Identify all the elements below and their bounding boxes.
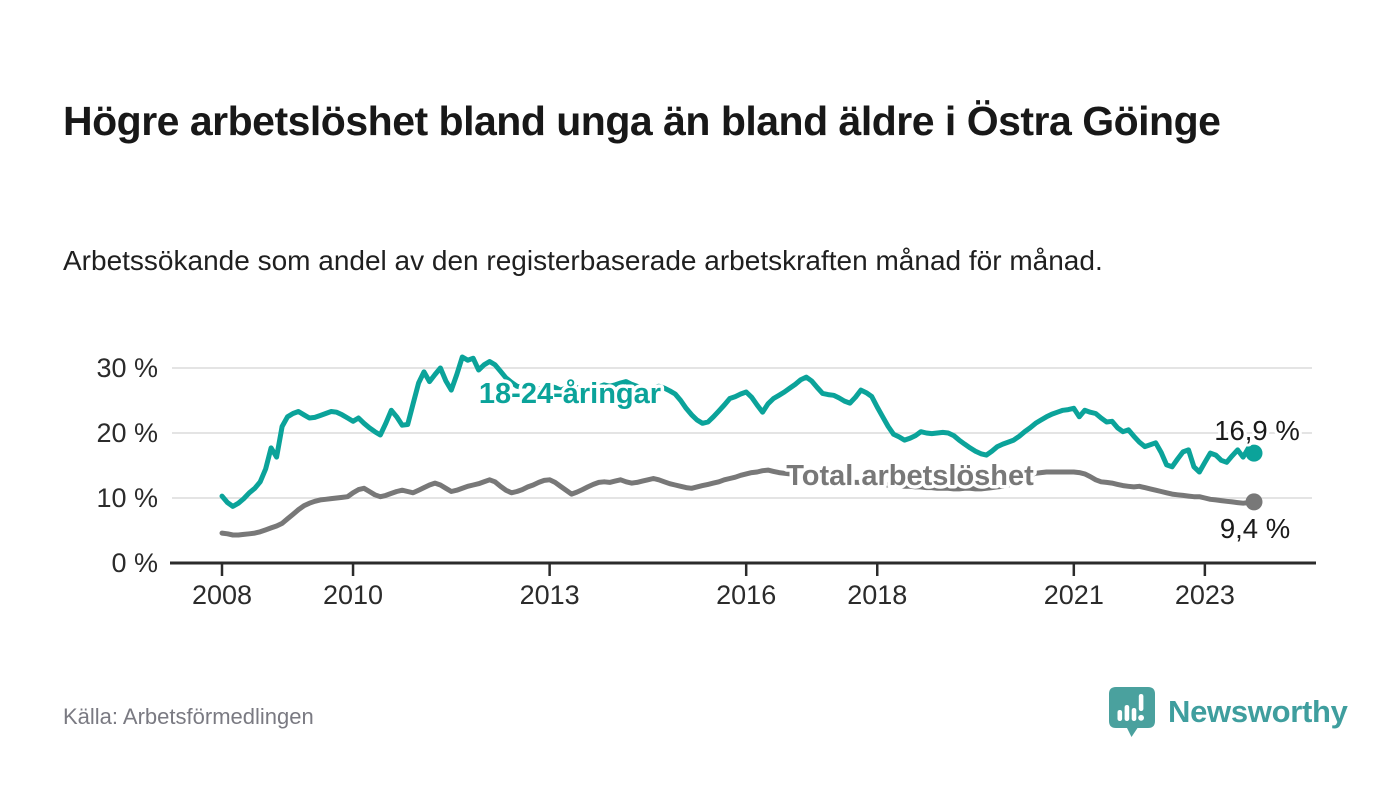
- series-line-total: [219, 467, 1257, 538]
- page-subtitle: Arbetssökande som andel av den registerb…: [63, 245, 1103, 276]
- series-label-total: Total arbetslöshet: [786, 460, 1034, 492]
- series-line-youth: [219, 354, 1257, 509]
- x-tick-label: 2016: [716, 580, 776, 610]
- line-chart: 2008 2010 2013 2016 2018 2021 2023 0 % 10 % 20 % 3…: [96, 353, 1316, 610]
- newsworthy-logo-icon: [1109, 687, 1155, 737]
- y-tick-label: 30 %: [96, 353, 158, 383]
- series-label-youth: 18-24-åringar: [479, 378, 661, 410]
- x-tick-label: 2008: [192, 580, 252, 610]
- source-note: Källa: Arbetsförmedlingen: [63, 704, 314, 729]
- y-tick-label: 20 %: [96, 418, 158, 448]
- y-tick-label: 0 %: [111, 548, 158, 578]
- page-title: Högre arbetslöshet bland unga än bland ä…: [63, 98, 1221, 145]
- x-tick-label: 2021: [1044, 580, 1104, 610]
- x-tick-label: 2018: [847, 580, 907, 610]
- x-tick-label: 2010: [323, 580, 383, 610]
- y-tick-label: 10 %: [96, 483, 158, 513]
- end-label-youth: 16,9 %: [1214, 415, 1300, 446]
- x-tick-label: 2023: [1175, 580, 1235, 610]
- end-label-total: 9,4 %: [1220, 513, 1290, 544]
- end-dot-youth: [1245, 444, 1263, 462]
- brand-footer: Newsworthy: [1108, 686, 1348, 738]
- end-dot-total: [1245, 493, 1263, 511]
- brand-name: Newsworthy: [1168, 694, 1348, 729]
- x-tick-label: 2013: [520, 580, 580, 610]
